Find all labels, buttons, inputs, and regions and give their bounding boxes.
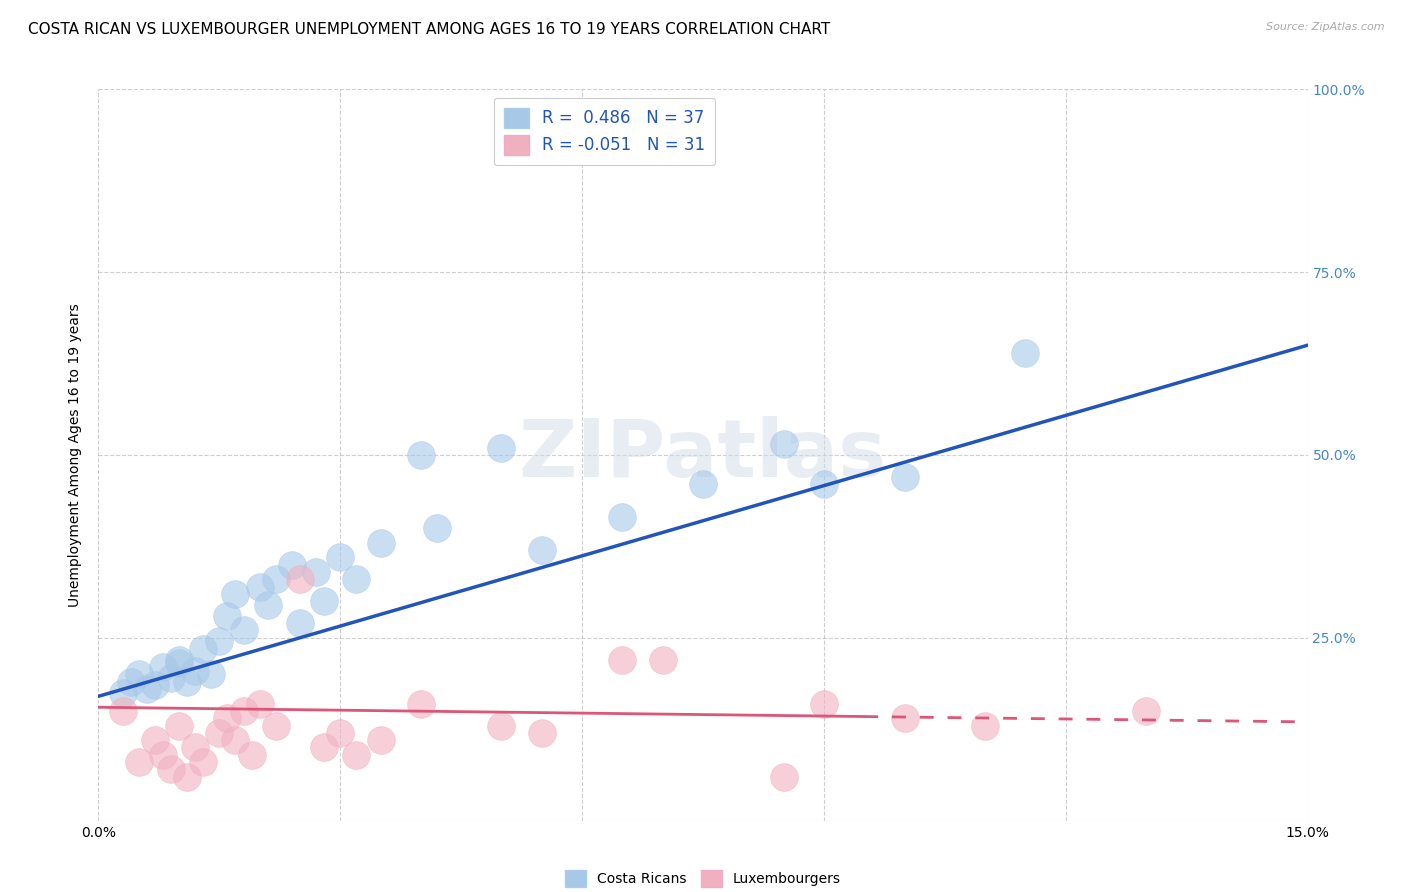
Point	[530, 543, 553, 558]
Point	[530, 726, 553, 740]
Point	[426, 521, 449, 535]
Point	[692, 477, 714, 491]
Point	[240, 747, 263, 762]
Point	[491, 718, 513, 732]
Point	[208, 726, 231, 740]
Point	[344, 747, 367, 762]
Point	[184, 664, 207, 678]
Point	[409, 448, 432, 462]
Point	[176, 674, 198, 689]
Point	[288, 572, 311, 586]
Point	[135, 681, 157, 696]
Point	[256, 598, 278, 612]
Point	[1135, 704, 1157, 718]
Point	[200, 667, 222, 681]
Point	[224, 733, 246, 747]
Point	[329, 550, 352, 565]
Point	[813, 477, 835, 491]
Legend: Costa Ricans, Luxembourgers: Costa Ricans, Luxembourgers	[560, 864, 846, 892]
Point	[370, 535, 392, 549]
Point	[120, 674, 142, 689]
Point	[232, 704, 254, 718]
Point	[409, 697, 432, 711]
Point	[152, 660, 174, 674]
Point	[143, 733, 166, 747]
Point	[128, 667, 150, 681]
Point	[224, 587, 246, 601]
Text: Source: ZipAtlas.com: Source: ZipAtlas.com	[1267, 22, 1385, 32]
Point	[176, 770, 198, 784]
Point	[893, 470, 915, 484]
Point	[217, 711, 239, 725]
Point	[143, 678, 166, 692]
Point	[772, 770, 794, 784]
Point	[249, 580, 271, 594]
Point	[370, 733, 392, 747]
Point	[249, 697, 271, 711]
Point	[264, 718, 287, 732]
Point	[264, 572, 287, 586]
Point	[152, 747, 174, 762]
Point	[184, 740, 207, 755]
Point	[1014, 345, 1036, 359]
Point	[314, 740, 336, 755]
Point	[208, 634, 231, 648]
Point	[232, 624, 254, 638]
Point	[167, 657, 190, 671]
Point	[612, 653, 634, 667]
Point	[193, 755, 215, 769]
Point	[612, 510, 634, 524]
Point	[160, 671, 183, 685]
Point	[193, 641, 215, 656]
Y-axis label: Unemployment Among Ages 16 to 19 years: Unemployment Among Ages 16 to 19 years	[69, 303, 83, 607]
Text: ZIPatlas: ZIPatlas	[519, 416, 887, 494]
Point	[329, 726, 352, 740]
Point	[111, 704, 134, 718]
Point	[305, 565, 328, 579]
Point	[893, 711, 915, 725]
Point	[813, 697, 835, 711]
Point	[651, 653, 673, 667]
Point	[491, 441, 513, 455]
Point	[167, 653, 190, 667]
Point	[111, 686, 134, 700]
Text: COSTA RICAN VS LUXEMBOURGER UNEMPLOYMENT AMONG AGES 16 TO 19 YEARS CORRELATION C: COSTA RICAN VS LUXEMBOURGER UNEMPLOYMENT…	[28, 22, 831, 37]
Point	[974, 718, 997, 732]
Point	[281, 558, 304, 572]
Point	[772, 437, 794, 451]
Point	[167, 718, 190, 732]
Point	[314, 594, 336, 608]
Point	[344, 572, 367, 586]
Point	[217, 608, 239, 623]
Point	[160, 763, 183, 777]
Point	[128, 755, 150, 769]
Point	[288, 616, 311, 631]
